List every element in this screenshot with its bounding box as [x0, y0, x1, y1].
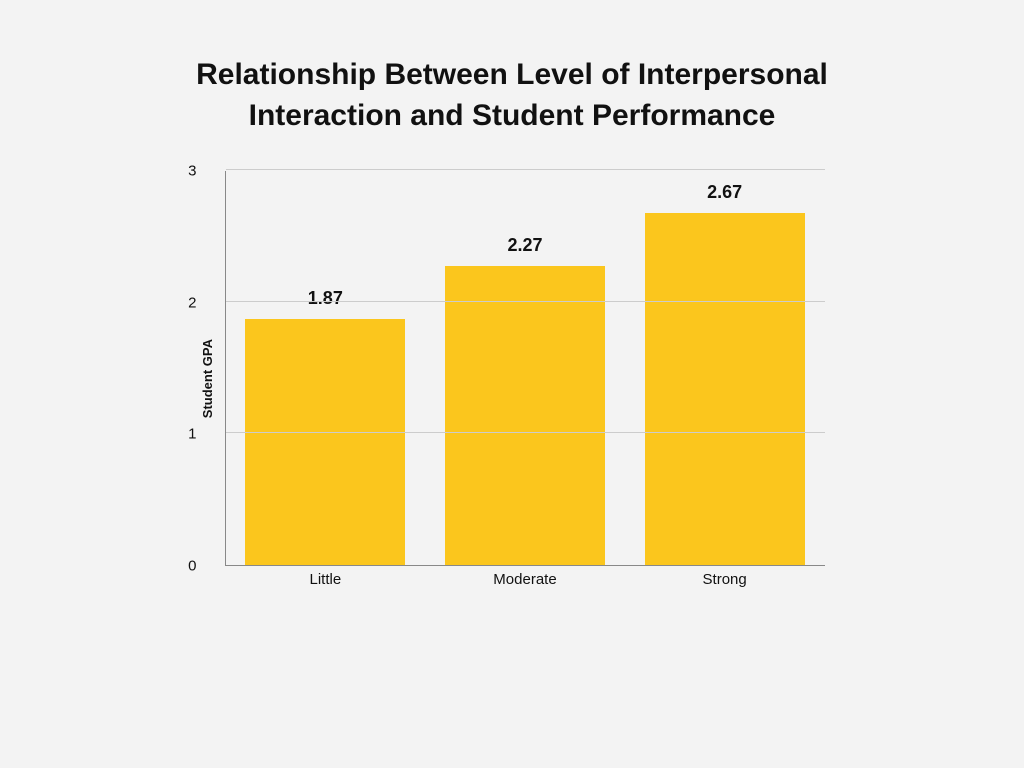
y-tick-label: 3: [188, 163, 196, 180]
y-tick-label: 1: [188, 426, 196, 443]
bar-value-label: 2.27: [507, 235, 542, 256]
chart-wrap: Student GPA 0123 1.872.272.67 LittleMode…: [200, 171, 825, 566]
bar: [645, 213, 805, 565]
y-axis-label: Student GPA: [200, 319, 215, 418]
x-category-label: Moderate: [445, 571, 605, 588]
bar: [445, 266, 605, 565]
y-tick-label: 2: [188, 294, 196, 311]
chart-title: Relationship Between Level of Interperso…: [162, 55, 862, 136]
chart-container: Relationship Between Level of Interperso…: [0, 0, 1024, 768]
y-tick-label: 0: [188, 558, 196, 575]
x-labels-row: Little Moderate Strong: [226, 571, 825, 588]
bar-slot: 2.27: [445, 266, 605, 565]
bar-value-label: 1.87: [308, 288, 343, 309]
bar-value-label: 2.67: [707, 182, 742, 203]
bars-group: 1.872.272.67: [226, 171, 825, 565]
gridline: [226, 432, 825, 433]
bar-slot: 2.67: [645, 213, 805, 565]
bar: [245, 319, 405, 565]
x-category-label: Little: [245, 571, 405, 588]
gridline: [226, 301, 825, 302]
plot-area: 1.872.272.67 LittleModerateStrong: [225, 171, 825, 566]
plot-region: 0123 1.872.272.67 LittleModerateStrong: [225, 171, 825, 566]
x-category-label: Strong: [645, 571, 805, 588]
bar-slot: 1.87: [245, 319, 405, 565]
gridline: [226, 169, 825, 170]
